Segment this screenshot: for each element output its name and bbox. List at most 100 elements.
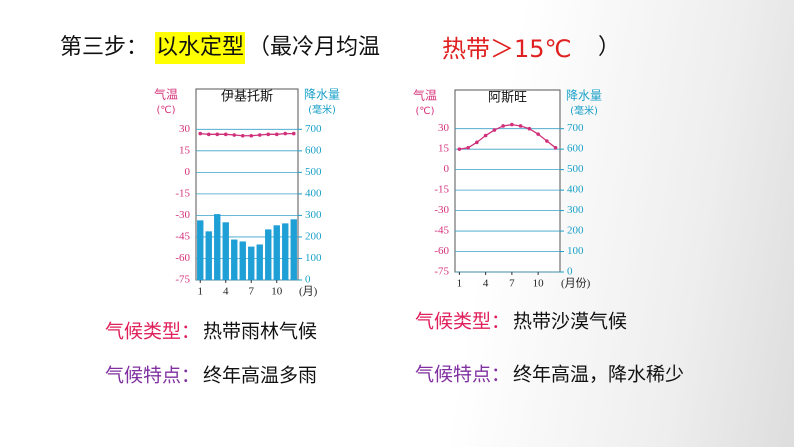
bar <box>222 222 229 280</box>
y-tick-label: -75 <box>434 266 449 278</box>
temperature-point <box>291 131 296 136</box>
y2-label: 降水量 <box>304 88 340 102</box>
x-unit: (月份) <box>561 277 591 290</box>
step: 第三步： <box>60 35 148 60</box>
y-unit: (℃) <box>415 106 434 117</box>
temperature-point <box>240 133 245 138</box>
temperature-point <box>545 139 549 143</box>
temperature-point <box>527 126 532 131</box>
temperature-point <box>553 146 558 150</box>
close-paren: ） <box>598 35 620 60</box>
bar <box>231 239 238 280</box>
caption: 热带雨林气候 <box>203 321 317 343</box>
bar <box>256 244 263 280</box>
temperature-point <box>198 131 203 136</box>
y-tick-label: -60 <box>175 252 190 264</box>
plot-frame <box>195 88 299 281</box>
y2-tick-label: 0 <box>567 266 573 278</box>
temperature-point <box>266 132 271 137</box>
temperature-point <box>518 124 523 128</box>
bar <box>265 229 272 280</box>
x-tick-label: 7 <box>509 278 515 290</box>
y-tick-label: 15 <box>438 143 450 155</box>
temperature-point <box>215 132 220 137</box>
chart-title: 阿斯旺 <box>488 91 527 106</box>
y-tick-label: 30 <box>438 122 450 134</box>
temperature-point <box>536 132 540 136</box>
x-tick-label: 1 <box>198 286 204 298</box>
y-tick-label: 30 <box>179 123 191 135</box>
y-tick-label: -45 <box>434 225 449 237</box>
y2-tick-label: 600 <box>305 144 322 156</box>
temperature-point <box>483 133 488 138</box>
x-tick-label: 1 <box>457 278 463 290</box>
temperature-point <box>466 146 470 150</box>
caption-label: 气候特点： <box>105 365 200 387</box>
bar <box>239 241 246 280</box>
temperature-point <box>283 131 288 136</box>
y-tick-label: -30 <box>175 209 190 221</box>
caption: 终年高温，降水稀少 <box>513 364 684 386</box>
temperature-point <box>257 133 262 137</box>
temperature-point <box>232 133 237 137</box>
y2-tick-label: 300 <box>305 209 322 221</box>
temperature-point <box>274 132 279 137</box>
y2-tick-label: 300 <box>567 204 584 216</box>
y-tick-label: 15 <box>179 144 191 156</box>
caption: 终年高温多雨 <box>203 365 317 387</box>
y-tick-label: -15 <box>434 184 449 196</box>
caption-label: 气候类型： <box>105 321 200 343</box>
y2-tick-label: 0 <box>305 274 311 286</box>
caption-label: 气候特点： <box>415 364 510 386</box>
plot-frame <box>454 89 561 273</box>
x-tick-label: 7 <box>249 286 255 298</box>
x-tick-label: 10 <box>271 286 283 298</box>
bar <box>290 219 297 280</box>
y2-tick-label: 500 <box>305 166 322 178</box>
y2-tick-label: 100 <box>305 252 322 264</box>
y2-label: 降水量 <box>566 89 602 103</box>
temperature-point <box>457 147 462 151</box>
y-tick-label: -15 <box>175 187 190 199</box>
y2-tick-label: 700 <box>567 122 584 134</box>
bar <box>282 223 289 280</box>
bar <box>197 220 204 280</box>
y2-tick-label: 100 <box>567 245 584 257</box>
criterion: 热带＞15℃ <box>442 35 572 63</box>
condition: （最冷月均温 <box>248 35 380 60</box>
y-tick-label: -45 <box>175 230 190 242</box>
y2-tick-label: 400 <box>305 187 322 199</box>
caption: 热带沙漠气候 <box>513 311 627 333</box>
y-unit: (℃) <box>156 105 175 116</box>
y2-tick-label: 200 <box>305 230 322 242</box>
y2-tick-label: 600 <box>567 143 584 155</box>
temperature-point <box>206 132 211 137</box>
x-tick-label: 4 <box>483 278 489 290</box>
y2-unit: (毫米) <box>570 104 598 117</box>
chart-title: 伊基托斯 <box>221 90 273 105</box>
temperature-point <box>492 128 497 132</box>
x-tick-label: 4 <box>223 286 229 298</box>
bar <box>214 214 221 280</box>
method: 以水定型 <box>156 35 244 60</box>
y-label: 气温 <box>413 88 437 103</box>
caption-label: 气候类型： <box>415 311 510 333</box>
y2-tick-label: 700 <box>305 123 322 135</box>
bar <box>248 246 255 280</box>
highlight <box>155 32 245 64</box>
y2-tick-label: 500 <box>567 163 584 175</box>
x-tick-label: 10 <box>533 278 545 290</box>
y-tick-label: 0 <box>185 166 191 178</box>
y2-tick-label: 400 <box>567 184 584 196</box>
y-tick-label: 0 <box>444 163 450 175</box>
y2-tick-label: 200 <box>567 225 584 237</box>
temperature-point <box>475 140 479 145</box>
temperature-point <box>249 133 254 138</box>
y2-unit: (毫米) <box>308 103 336 116</box>
y-label: 气温 <box>154 87 178 102</box>
y-tick-label: -60 <box>434 245 449 257</box>
temperature-point <box>501 124 505 128</box>
temperature-point <box>223 132 228 137</box>
x-unit: (月) <box>299 286 318 298</box>
